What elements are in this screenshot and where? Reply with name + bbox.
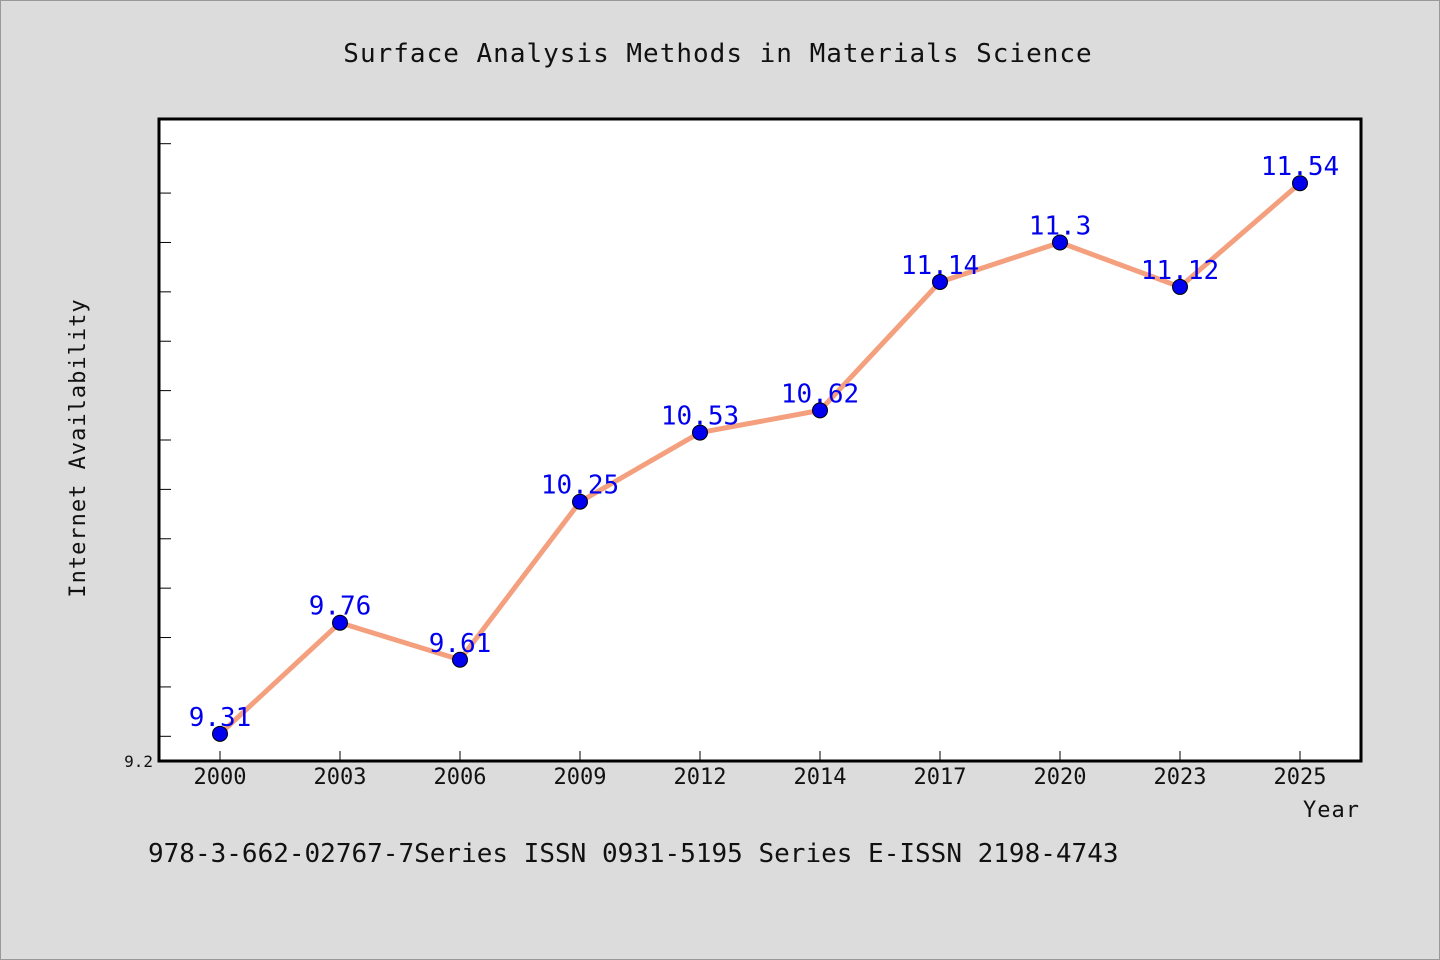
data-label: 10.53 <box>661 402 739 432</box>
data-point <box>1172 278 1188 295</box>
x-tick-label: 2009 <box>554 765 607 790</box>
x-tick-label: 2012 <box>674 765 727 790</box>
x-tick-label: 2023 <box>1154 765 1207 790</box>
x-tick-label: 2017 <box>914 765 967 790</box>
data-point <box>692 424 708 441</box>
data-point <box>572 493 588 510</box>
data-label: 10.25 <box>541 471 619 501</box>
x-tick-label: 2025 <box>1274 765 1327 790</box>
data-point <box>1052 234 1068 251</box>
x-tick-label: 2000 <box>194 765 247 790</box>
footer-note: 978-3-662-02767-7Series ISSN 0931-5195 S… <box>148 839 1119 869</box>
x-axis-label: Year <box>1303 798 1360 823</box>
data-label: 11.3 <box>1029 211 1092 241</box>
y-tick-label: 9.2 <box>124 752 153 771</box>
data-point <box>332 614 348 631</box>
y-axis-ticks: 9.2 <box>124 143 171 771</box>
plot-area <box>157 117 1363 763</box>
data-point <box>932 273 948 290</box>
data-label: 9.76 <box>309 592 372 622</box>
data-label: 11.12 <box>1141 256 1219 286</box>
x-tick-label: 2006 <box>434 765 487 790</box>
data-label: 9.61 <box>429 629 492 659</box>
data-label: 11.54 <box>1261 152 1339 182</box>
data-label: 10.62 <box>781 379 859 409</box>
data-point <box>812 402 828 419</box>
x-tick-label: 2020 <box>1034 765 1087 790</box>
series-layer: 9.31 9.76 9.61 10.25 10.53 10.62 11.14 11.3 11.1… <box>189 152 1339 742</box>
x-tick-label: 2003 <box>314 765 367 790</box>
x-axis-ticks: 2000 2003 2006 2009 2012 2014 2017 2020 2023 2025 <box>194 751 1327 790</box>
x-tick-label: 2014 <box>794 765 847 790</box>
data-point <box>212 725 228 742</box>
data-point <box>1292 175 1308 192</box>
data-label: 9.31 <box>189 703 252 733</box>
y-axis-label: Internet Availability <box>66 298 91 597</box>
data-label: 11.14 <box>901 251 979 281</box>
data-point <box>452 651 468 668</box>
chart-title: Surface Analysis Methods in Materials Sc… <box>343 39 1092 69</box>
series-line <box>217 180 1303 737</box>
